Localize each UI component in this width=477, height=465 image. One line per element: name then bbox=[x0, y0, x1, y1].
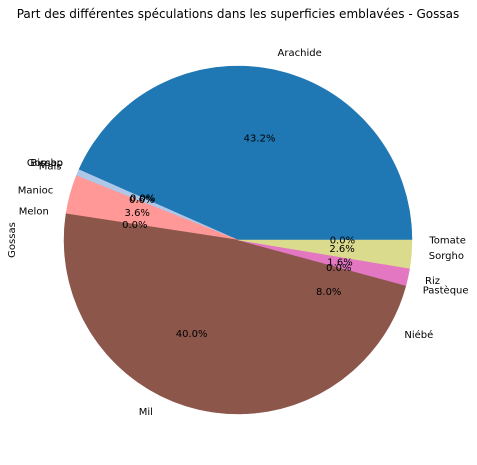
pie-percentage-labels: 43.2%0.0%0.0%0.6%3.6%0.0%40.0%8.0%0.0%1.… bbox=[122, 133, 355, 340]
category-label-riz: Riz bbox=[425, 276, 440, 287]
category-label-manioc: Manioc bbox=[18, 185, 54, 196]
category-label-melon: Melon bbox=[19, 207, 49, 218]
pct-label-pasteque: 0.0% bbox=[326, 263, 351, 274]
pct-label-arachide: 43.2% bbox=[244, 133, 276, 144]
pct-label-tomate: 0.0% bbox=[330, 236, 355, 247]
pie-slice-sorgho bbox=[237, 239, 413, 269]
category-label-mil: Mil bbox=[139, 407, 153, 418]
pie-slice-mil bbox=[63, 213, 364, 415]
category-label-niebe: Niébé bbox=[404, 329, 433, 341]
pct-label-gombo: 0.0% bbox=[130, 193, 155, 204]
category-label-tomate: Tomate bbox=[428, 236, 465, 247]
pie-slices bbox=[63, 65, 413, 415]
pct-label-mil: 40.0% bbox=[176, 329, 208, 340]
pct-label-niebe: 8.0% bbox=[316, 287, 341, 298]
pct-label-melon: 0.0% bbox=[122, 220, 147, 231]
pie-slice-arachide bbox=[78, 65, 413, 241]
pct-label-riz: 1.6% bbox=[327, 258, 352, 269]
pct-label-sorgho: 2.6% bbox=[329, 244, 354, 255]
category-label-gombo: Gombo bbox=[27, 158, 63, 169]
pct-label-bissap: 0.0% bbox=[130, 193, 155, 204]
pct-label-manioc: 3.6% bbox=[125, 208, 150, 219]
pct-label-mais: 0.6% bbox=[129, 195, 154, 206]
y-axis-label: Gossas bbox=[7, 222, 18, 258]
category-label-mais: Mais bbox=[39, 161, 62, 172]
category-label-bissap: Bissap bbox=[30, 158, 63, 169]
category-label-pasteque: Pastèque bbox=[423, 285, 469, 297]
category-label-sorgho: Sorgho bbox=[429, 251, 464, 262]
category-label-arachide: Arachide bbox=[278, 48, 322, 59]
chart-title: Part des différentes spéculations dans l… bbox=[17, 7, 460, 21]
